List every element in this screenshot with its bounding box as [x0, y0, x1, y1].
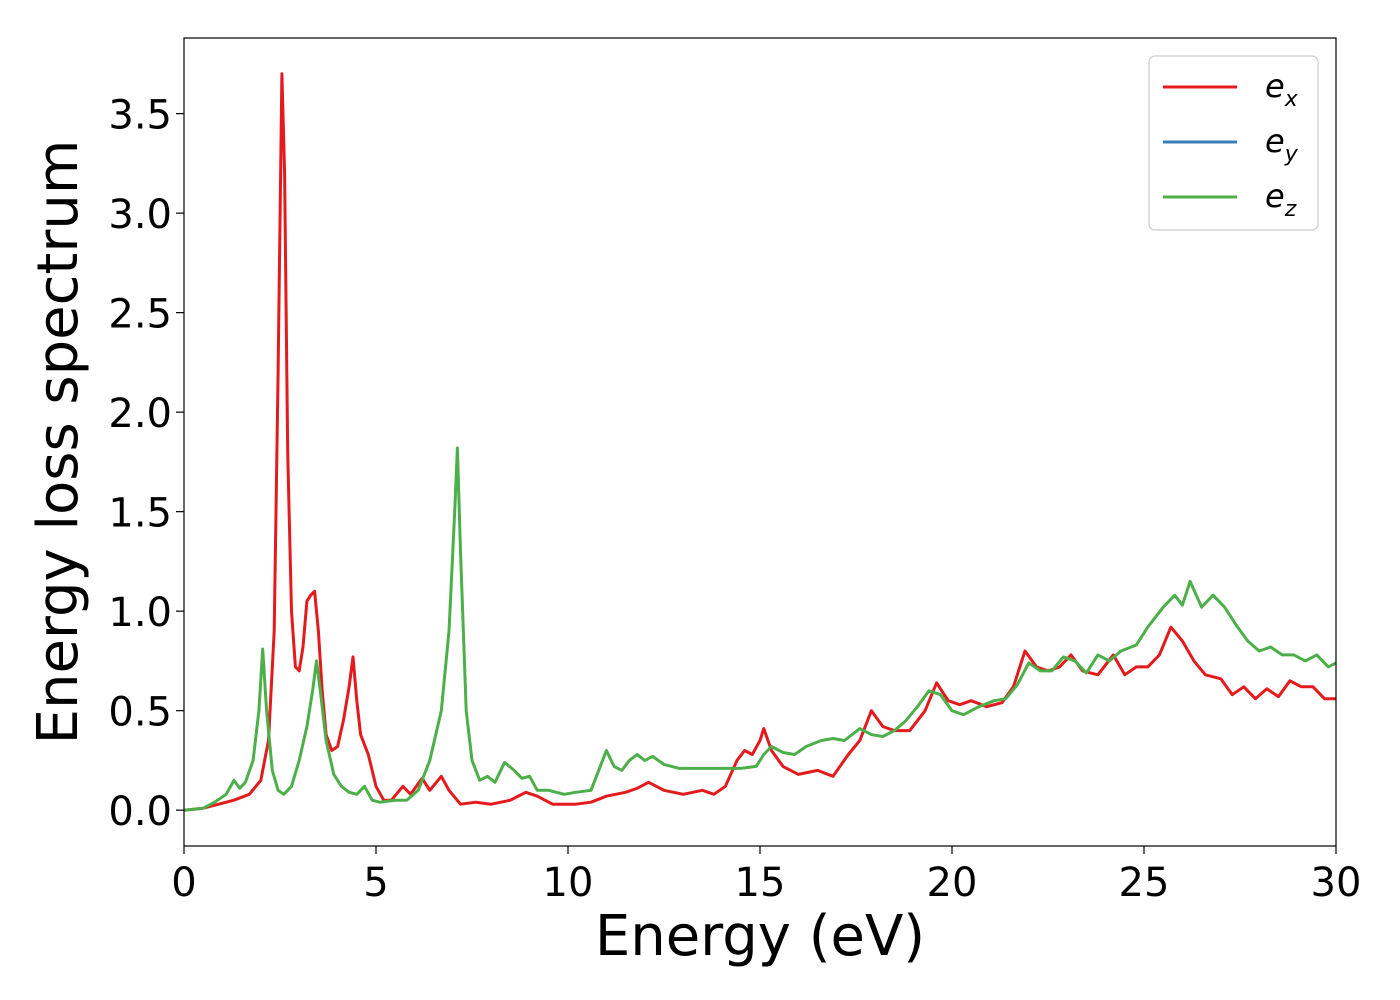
plot-area — [183, 37, 1337, 847]
plot-background — [184, 38, 1336, 846]
x-axis-title: Energy (eV) — [595, 904, 925, 969]
x-tick-label: 10 — [543, 860, 594, 906]
series-layer — [184, 72, 1336, 812]
series-line-e-z — [184, 446, 1336, 812]
x-tick-label: 30 — [1311, 860, 1362, 906]
legend-label-e-y: ey — [1265, 122, 1299, 167]
y-tick-label: 1.0 — [108, 590, 172, 636]
x-tick-label: 5 — [363, 860, 388, 906]
series-line-e-x — [184, 72, 1336, 812]
x-tick-label: 25 — [1119, 860, 1170, 906]
y-tick-label: 1.5 — [108, 491, 172, 537]
y-tick-label: 0.5 — [108, 690, 172, 736]
y-tick-label: 3.5 — [108, 93, 172, 139]
y-axis-ticks: 0.0 0.5 1.0 1.5 2.0 2.5 3.0 3.5 — [108, 93, 184, 835]
x-tick-label: 15 — [735, 860, 786, 906]
x-tick-label: 0 — [171, 860, 196, 906]
y-tick-label: 2.5 — [108, 292, 172, 338]
x-axis-ticks: 0 5 10 15 20 25 30 — [171, 846, 1361, 906]
y-axis-title: Energy loss spectrum — [26, 140, 91, 745]
x-tick-label: 20 — [927, 860, 978, 906]
y-tick-label: 3.0 — [108, 192, 172, 238]
legend: ex ey ez — [1148, 55, 1319, 231]
y-tick-label: 0.0 — [108, 789, 172, 835]
legend-label-e-z: ez — [1265, 177, 1297, 222]
y-tick-label: 2.0 — [108, 391, 172, 437]
legend-label-e-x: ex — [1265, 67, 1299, 112]
